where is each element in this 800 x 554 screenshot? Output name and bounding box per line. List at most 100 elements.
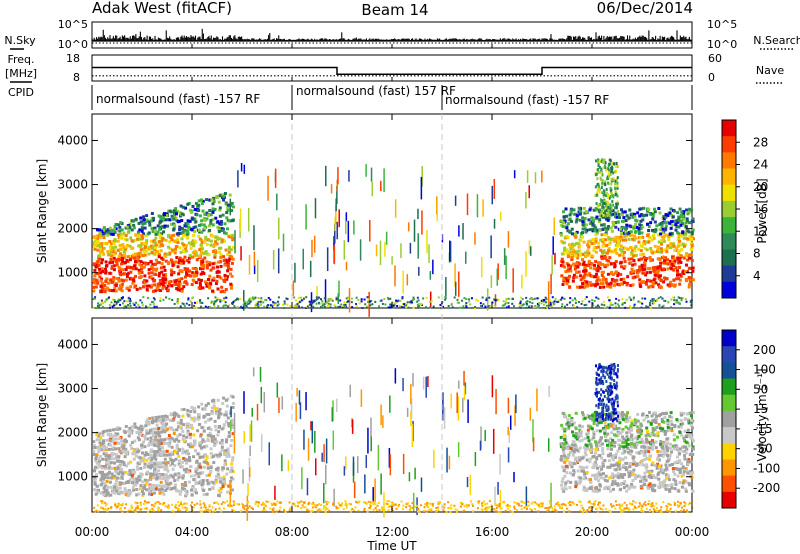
echo-cell	[133, 238, 137, 242]
echo-cell	[127, 461, 131, 465]
echo-cell	[141, 215, 145, 219]
echo-cell	[590, 216, 594, 220]
echo-cell	[599, 263, 603, 267]
echo-cell	[206, 433, 210, 437]
echo-cell	[525, 306, 528, 309]
echo-cell	[180, 289, 184, 293]
echo-cell	[225, 296, 228, 299]
echo-cell	[121, 233, 125, 237]
echo-cell	[152, 297, 155, 300]
echo-cell	[283, 300, 286, 303]
echo-cell	[224, 420, 228, 424]
echo-cell	[575, 270, 579, 274]
echo-cell	[401, 302, 404, 305]
echo-cell	[553, 300, 556, 303]
echo-cell	[149, 436, 153, 440]
echo-cell	[201, 286, 205, 290]
echo-cell	[160, 239, 164, 243]
echo-cell	[470, 306, 473, 309]
echo-cell	[521, 274, 523, 289]
echo-cell	[607, 282, 611, 286]
echo-cell	[494, 304, 497, 307]
echo-cell	[631, 249, 635, 253]
echo-cell	[564, 279, 568, 283]
echo-cell	[672, 296, 675, 299]
echo-cell	[596, 168, 599, 172]
echo-cell	[198, 471, 202, 475]
echo-cell	[229, 272, 233, 276]
cpid-segment-label-2: normalsound (fast) 157 RF	[296, 84, 456, 98]
echo-cell	[664, 224, 668, 228]
echo-cell	[256, 260, 259, 282]
echo-cell	[205, 478, 209, 482]
echo-cell	[338, 305, 341, 308]
echo-cell	[285, 297, 288, 300]
echo-cell	[602, 285, 606, 289]
echo-cell	[605, 258, 609, 262]
echo-cell	[222, 259, 226, 263]
echo-cell	[164, 272, 168, 276]
echo-cell	[200, 238, 204, 242]
echo-cell	[166, 441, 170, 445]
echo-cell	[588, 239, 592, 243]
echo-cell	[223, 273, 227, 277]
echo-cell	[597, 170, 600, 174]
echo-cell	[213, 440, 217, 444]
echo-cell	[117, 254, 121, 258]
echo-cell	[665, 468, 669, 472]
echo-cell	[412, 298, 415, 301]
echo-cell	[166, 417, 170, 421]
echo-cell	[454, 281, 457, 296]
echo-cell	[686, 258, 690, 262]
echo-cell	[635, 219, 639, 223]
echo-cell	[142, 434, 146, 438]
echo-cell	[104, 458, 108, 462]
echo-cell	[102, 241, 106, 245]
echo-cell	[225, 404, 229, 408]
echo-cell	[248, 297, 251, 300]
echo-cell	[335, 297, 338, 300]
echo-cell	[172, 233, 176, 237]
echo-cell	[594, 259, 598, 263]
echo-cell	[643, 267, 647, 271]
echo-cell	[173, 483, 177, 487]
echo-cell	[405, 306, 408, 309]
echo-cell	[217, 494, 221, 498]
echo-cell	[165, 465, 169, 469]
echo-cell	[461, 299, 464, 302]
echo-cell	[598, 266, 602, 270]
echo-cell	[206, 277, 210, 281]
echo-cell	[198, 230, 202, 234]
echo-cell	[198, 281, 202, 285]
echo-cell	[587, 260, 591, 264]
echo-cell	[553, 217, 555, 235]
echo-cell	[95, 279, 99, 283]
echo-cell	[596, 277, 600, 281]
echo-cell	[219, 490, 223, 494]
echo-cell	[594, 185, 597, 189]
echo-cell	[246, 300, 249, 303]
echo-cell	[198, 479, 202, 483]
echo-cell	[657, 206, 661, 210]
echo-cell	[100, 476, 104, 480]
echo-cell	[202, 460, 206, 464]
echo-cell	[116, 426, 120, 430]
echo-cell	[95, 438, 99, 442]
echo-cell	[137, 221, 141, 225]
echo-cell	[176, 298, 179, 301]
echo-cell	[181, 257, 185, 261]
echo-cell	[115, 260, 119, 264]
echo-cell	[151, 230, 155, 234]
echo-cell	[98, 257, 102, 261]
echo-cell	[329, 306, 332, 309]
echo-cell	[624, 218, 628, 222]
echo-cell	[680, 462, 684, 466]
echo-cell	[311, 239, 313, 258]
date-title: 06/Dec/2014	[597, 0, 693, 17]
echo-cell	[684, 298, 687, 301]
echo-cell	[193, 208, 197, 212]
echo-cell	[130, 473, 134, 477]
echo-cell	[131, 279, 135, 283]
echo-cell	[108, 470, 112, 474]
echo-cell	[525, 301, 528, 304]
